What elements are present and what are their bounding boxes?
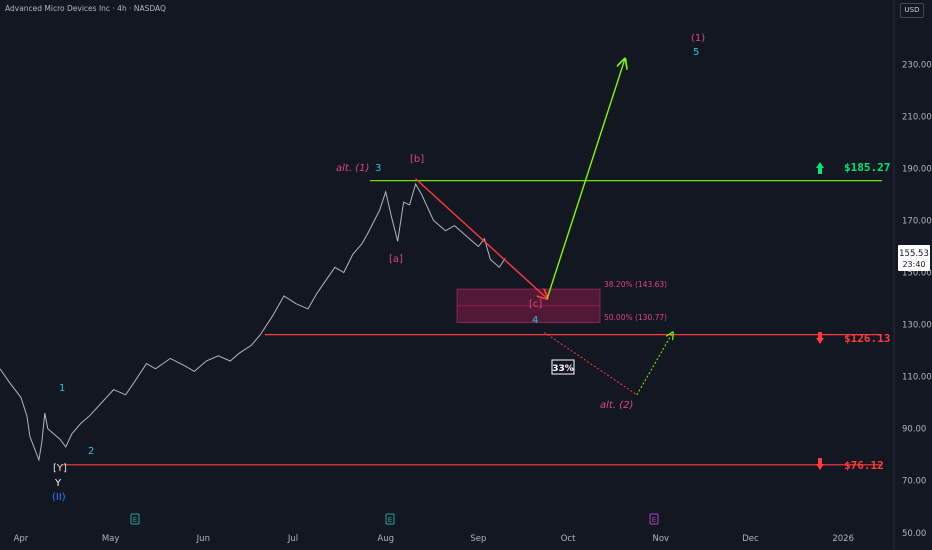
x-tick-label: Dec bbox=[742, 534, 759, 544]
svg-text:E: E bbox=[652, 516, 656, 524]
x-tick-label: Oct bbox=[561, 534, 576, 544]
y-tick-label: 90.00 bbox=[902, 425, 926, 435]
down-arrow-icon bbox=[816, 338, 824, 344]
earnings-event-marker[interactable]: E bbox=[649, 513, 659, 525]
down-arrow-stem-2 bbox=[818, 458, 822, 464]
price-series-line bbox=[0, 182, 506, 462]
y-tick-label: 190.00 bbox=[902, 164, 932, 174]
x-tick-label: Apr bbox=[14, 534, 29, 544]
wave-label-II: (II) bbox=[52, 492, 66, 503]
x-tick-label: Jul bbox=[287, 534, 298, 544]
x-tick-label: Jun bbox=[196, 534, 210, 544]
price-badge-countdown: 23:40 bbox=[902, 260, 925, 269]
wave-label-2: 2 bbox=[88, 446, 94, 457]
projection-arrow-5[interactable] bbox=[546, 59, 625, 299]
price-axis[interactable]: 50.00 70.00 90.00 110.00 130.00 150.00 170.00 1… bbox=[902, 60, 932, 539]
svg-text:E: E bbox=[388, 516, 392, 524]
wave-label-Y-bracket: [Y] bbox=[53, 463, 67, 474]
wave-label-b: [b] bbox=[410, 154, 424, 165]
wave-label-alt2: alt. (2) bbox=[600, 400, 633, 411]
x-tick-label: 2026 bbox=[832, 534, 854, 544]
y-tick-label: 210.00 bbox=[902, 112, 932, 122]
fib-label-38: 38.20% (143.63) bbox=[604, 280, 667, 289]
probability-text: 33% bbox=[552, 364, 574, 374]
level-label-126: $126.13 bbox=[844, 332, 890, 345]
y-tick-label: 110.00 bbox=[902, 373, 932, 383]
down-arrow-stem bbox=[818, 332, 822, 338]
x-tick-label: May bbox=[102, 534, 120, 544]
y-tick-label: 170.00 bbox=[902, 216, 932, 226]
level-upper-group[interactable]: $185.27 bbox=[816, 161, 890, 174]
earnings-event-marker[interactable]: E bbox=[130, 513, 140, 525]
wave-label-5: 5 bbox=[693, 47, 699, 58]
wave-label-alt1: alt. (1) bbox=[336, 163, 369, 174]
wave-label-a: [a] bbox=[389, 254, 403, 265]
up-arrow-icon bbox=[816, 162, 824, 168]
wave-label-1: 1 bbox=[59, 383, 65, 394]
level-lower-group[interactable]: $76.12 bbox=[816, 458, 884, 472]
price-badge-value: 155.53 bbox=[899, 249, 929, 259]
wave-label-1-top: (1) bbox=[691, 33, 705, 44]
alt-path-down[interactable] bbox=[543, 331, 638, 396]
alt-path-up[interactable] bbox=[636, 332, 673, 396]
price-badge[interactable]: 155.53 23:40 bbox=[898, 245, 930, 271]
level-label-76: $76.12 bbox=[844, 459, 884, 472]
y-tick-label: 50.00 bbox=[902, 529, 926, 539]
chart-title: Advanced Micro Devices Inc · 4h · NASDAQ bbox=[5, 4, 166, 13]
x-tick-label: Nov bbox=[652, 534, 669, 544]
svg-text:E: E bbox=[133, 516, 137, 524]
level-middle-group[interactable]: $126.13 bbox=[816, 332, 890, 345]
wave-label-3: 3 bbox=[375, 163, 381, 174]
x-tick-label: Sep bbox=[470, 534, 486, 544]
wave-label-c: [c] bbox=[529, 299, 542, 310]
y-tick-label: 70.00 bbox=[902, 477, 926, 487]
currency-button[interactable]: USD bbox=[900, 3, 924, 18]
down-arrow-icon-2 bbox=[816, 464, 824, 470]
earnings-event-marker[interactable]: E bbox=[385, 513, 395, 525]
y-tick-label: 130.00 bbox=[902, 321, 932, 331]
time-axis[interactable]: Apr May Jun Jul Aug Sep Oct Nov Dec 2026 bbox=[14, 534, 854, 544]
wave-label-Y: Y bbox=[54, 478, 62, 489]
y-tick-label: 230.00 bbox=[902, 60, 932, 70]
projection-arrow-c[interactable] bbox=[415, 178, 548, 299]
probability-box[interactable] bbox=[551, 359, 575, 375]
up-arrow-stem bbox=[818, 168, 822, 174]
y-tick-label: 150.00 bbox=[902, 268, 932, 278]
wave-label-4: 4 bbox=[532, 315, 538, 326]
level-label-185: $185.27 bbox=[844, 161, 890, 174]
x-tick-label: Aug bbox=[377, 534, 394, 544]
fib-label-50: 50.00% (130.77) bbox=[604, 313, 667, 322]
